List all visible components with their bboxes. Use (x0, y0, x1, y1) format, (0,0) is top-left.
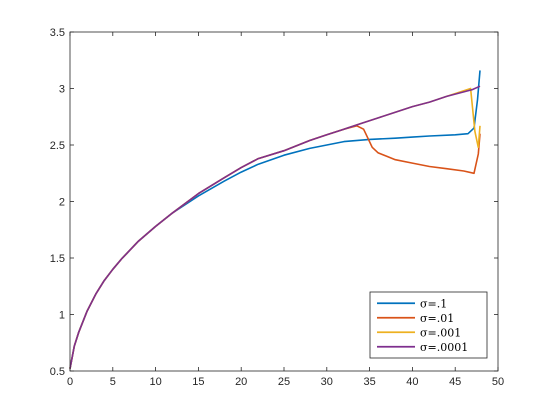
y-tick-label: 3.5 (50, 27, 65, 39)
y-tick-label: 0.5 (50, 366, 65, 378)
y-tick-label: 1.5 (50, 253, 65, 265)
x-tick-label: 10 (149, 376, 161, 388)
x-tick-label: 20 (235, 376, 247, 388)
legend-label: σ=.001 (420, 326, 461, 339)
y-tick-label: 2 (59, 197, 65, 209)
x-tick-label: 5 (110, 376, 116, 388)
y-tick-label: 2.5 (50, 140, 65, 152)
x-tick-label: 50 (492, 376, 504, 388)
y-tick-label: 1 (59, 310, 65, 322)
legend-label: σ=.01 (420, 312, 454, 325)
x-tick-label: 30 (321, 376, 333, 388)
legend: σ=.1 σ=.01σ=.001 σ=.0001 (369, 291, 488, 359)
y-tick-label: 3 (59, 84, 65, 96)
x-tick-label: 45 (449, 376, 461, 388)
x-tick-label: 40 (406, 376, 418, 388)
series-line-4 (69, 85, 481, 369)
x-tick-label: 35 (363, 376, 375, 388)
series-layer (69, 70, 481, 369)
x-tick-label: 15 (192, 376, 204, 388)
legend-label: σ=.1 (420, 297, 447, 310)
x-tick-label: 0 (67, 376, 73, 388)
legend-label: σ=.0001 (420, 341, 468, 354)
ticks-layer: 0 5 10 15 20 25 30 35 40 45 50 0.5 1 1.5 2 2.5 3 3.5 (50, 27, 504, 388)
x-tick-label: 25 (278, 376, 290, 388)
